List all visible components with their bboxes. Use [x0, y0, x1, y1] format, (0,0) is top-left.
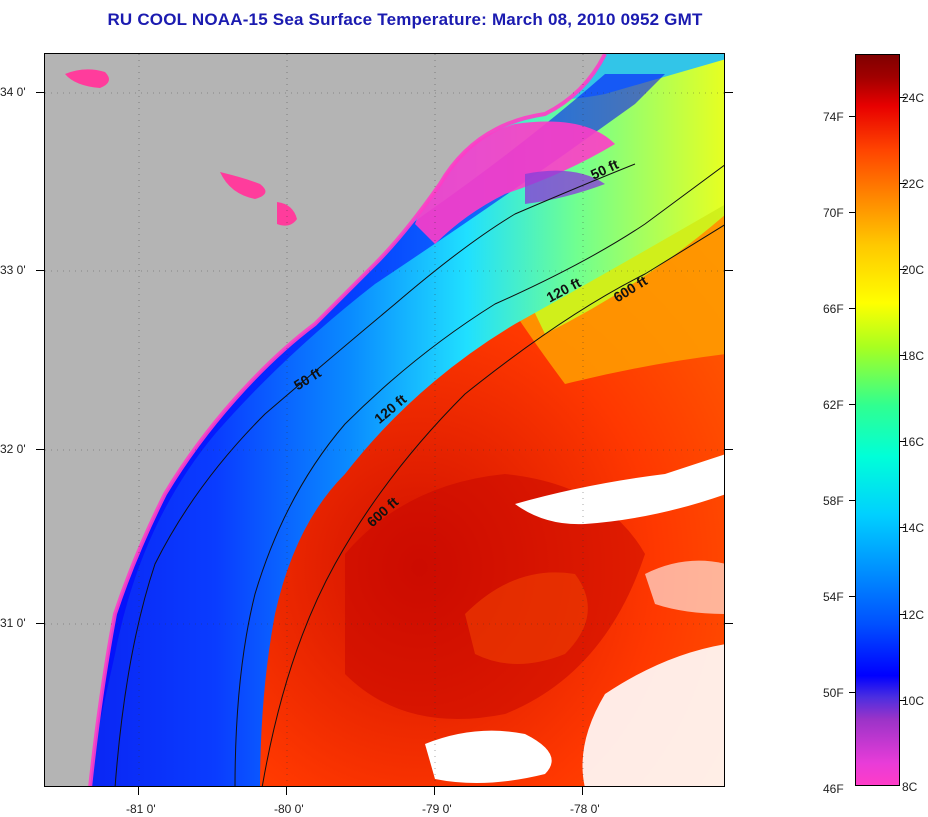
colorbar-f-label: 58F — [823, 494, 844, 508]
lat-tick — [725, 92, 733, 93]
lat-tick — [36, 270, 44, 271]
colorbar-f-label: 50F — [823, 686, 844, 700]
contour-600ft — [261, 224, 724, 786]
colorbar-tick — [849, 212, 855, 213]
lat-label: 33 0' — [0, 263, 26, 277]
colorbar-tick — [900, 614, 906, 615]
cloud-cover — [515, 454, 724, 525]
land-mass — [45, 54, 605, 786]
contour-50ft — [114, 163, 636, 786]
sst-map[interactable]: 50 ft 50 ft 120 ft 120 ft 600 ft 600 ft — [44, 53, 725, 787]
colorbar-f-label: 66F — [823, 302, 844, 316]
lat-tick — [725, 449, 733, 450]
colorbar-tick — [849, 404, 855, 405]
colorbar-c-label: 14C — [902, 521, 925, 535]
colorbar-tick — [900, 355, 906, 356]
lat-lon-grid — [45, 54, 724, 786]
lon-tick — [582, 787, 583, 795]
colorbar-tick — [849, 116, 855, 117]
lat-tick — [36, 623, 44, 624]
lon-tick — [434, 787, 435, 795]
colorbar-tick — [900, 527, 906, 528]
cloud-cover — [582, 644, 724, 786]
lat-tick — [36, 92, 44, 93]
colorbar-c-label: 16C — [902, 435, 925, 449]
colorbar-tick — [900, 441, 906, 442]
colorbar-c-label: 12C — [902, 608, 925, 622]
map-title: RU COOL NOAA-15 Sea Surface Temperature:… — [107, 10, 703, 29]
lat-label: 31 0' — [0, 616, 26, 630]
colorbar-tick — [849, 500, 855, 501]
colorbar-c-label: 20C — [902, 263, 925, 277]
colorbar-f-label: 70F — [823, 206, 844, 220]
lat-tick — [36, 449, 44, 450]
lon-label: -79 0' — [422, 802, 452, 816]
colorbar-f-label: 62F — [823, 398, 844, 412]
lat-tick — [725, 270, 733, 271]
inland-water — [65, 69, 109, 88]
lon-label: -78 0' — [570, 802, 600, 816]
lon-tick — [286, 787, 287, 795]
lat-label: 32 0' — [0, 442, 26, 456]
colorbar-tick — [849, 692, 855, 693]
colorbar-tick — [900, 269, 906, 270]
sst-map-image: 50 ft 50 ft 120 ft 120 ft 600 ft 600 ft — [45, 54, 724, 786]
colorbar-c-label: 18C — [902, 349, 925, 363]
lon-label: -81 0' — [126, 802, 156, 816]
colorbar-tick — [849, 308, 855, 309]
temperature-colorbar — [855, 54, 900, 786]
colorbar-c-label: 24C — [902, 91, 925, 105]
colorbar-c-label: 22C — [902, 177, 925, 191]
colorbar-f-label: 54F — [823, 590, 844, 604]
lat-label: 34 0' — [0, 85, 26, 99]
lon-label: -80 0' — [274, 802, 304, 816]
inland-water — [277, 202, 297, 226]
colorbar-tick — [900, 97, 906, 98]
cloud-cover — [425, 730, 552, 783]
colorbar-c-label: 10C — [902, 694, 925, 708]
colorbar-f-label: 74F — [823, 110, 844, 124]
lat-tick — [725, 623, 733, 624]
contour-120ft — [234, 164, 724, 786]
colorbar-tick — [900, 183, 906, 184]
colorbar-c-label: 8C — [902, 780, 918, 794]
inland-water — [220, 172, 266, 199]
colorbar-tick — [849, 596, 855, 597]
colorbar-tick — [900, 700, 906, 701]
colorbar-f-label: 46F — [823, 782, 844, 796]
lon-tick — [138, 787, 139, 795]
